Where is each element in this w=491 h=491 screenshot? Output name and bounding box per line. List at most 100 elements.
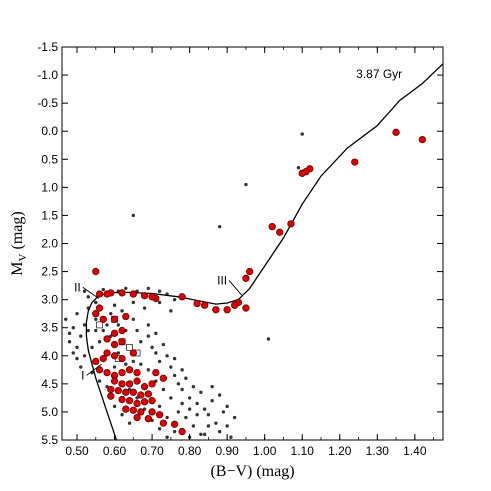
y-tick-label: 4.0 <box>41 349 58 363</box>
field-star-point <box>67 340 72 344</box>
member-star-point <box>110 352 119 360</box>
plot-frame <box>61 46 444 441</box>
member-star-point <box>118 326 126 335</box>
y-axis-ticks: -1.5 -1.0 -0.5 0.0 0.5 1.0 1.5 2.0 2.5 3.0 3.5 4.0 4… <box>37 40 443 447</box>
annotations-layer: III III <box>74 274 243 382</box>
member-stars-layer <box>92 128 427 436</box>
member-star-point <box>118 395 126 404</box>
x-tick-label: 0.70 <box>140 444 164 458</box>
member-star-point <box>242 304 250 312</box>
member-star-point <box>178 293 186 301</box>
field-star-point <box>296 166 301 170</box>
member-star-point <box>133 413 141 422</box>
y-tick-label: -1.5 <box>37 40 58 54</box>
field-star-point <box>131 359 136 364</box>
field-star-point <box>180 387 184 392</box>
field-star-point <box>199 390 203 394</box>
y-tick-label: 1.5 <box>41 208 58 222</box>
field-star-point <box>139 362 143 366</box>
member-star-point <box>103 290 111 298</box>
annotation-label: I <box>81 368 84 382</box>
field-star-point <box>169 309 173 313</box>
member-star-point <box>118 289 126 297</box>
member-star-point <box>103 368 111 377</box>
field-star-point <box>116 323 121 327</box>
y-axis-title-unit: (mag) <box>9 211 26 253</box>
member-star-point <box>140 292 149 300</box>
field-star-point <box>157 404 162 409</box>
field-star-point <box>154 331 158 336</box>
member-star-point <box>122 312 130 321</box>
annotation-label: III <box>217 274 227 288</box>
field-star-point <box>187 396 192 400</box>
member-star-point <box>114 386 122 395</box>
member-star-point <box>133 399 141 408</box>
field-star-point <box>214 421 218 425</box>
field-star-point <box>142 306 147 310</box>
field-star-point <box>176 382 181 386</box>
member-star-point <box>129 349 137 357</box>
field-star-point <box>94 328 98 333</box>
y-axis-title-sub: V <box>17 253 29 261</box>
field-star-point <box>94 300 98 305</box>
member-star-point <box>118 380 126 388</box>
field-star-point <box>165 415 169 420</box>
field-star-point <box>217 224 222 229</box>
annotation-arrow <box>228 280 243 297</box>
field-star-point <box>244 182 248 187</box>
field-star-point <box>139 340 143 344</box>
isochrone-line <box>85 63 444 441</box>
y-tick-label: 0.5 <box>41 152 58 166</box>
field-star-point <box>191 424 196 428</box>
member-star-point <box>129 290 137 298</box>
x-tick-label: 1.20 <box>328 444 352 458</box>
y-tick-label: 5.5 <box>41 433 58 447</box>
field-star-point <box>165 354 169 358</box>
field-star-point <box>146 323 151 327</box>
member-star-point <box>148 293 156 301</box>
member-star-point <box>148 408 156 416</box>
member-star-point <box>129 406 137 414</box>
field-star-point <box>82 354 87 358</box>
field-star-point <box>131 300 136 305</box>
field-star-point <box>161 387 166 392</box>
member-star-point <box>103 349 111 357</box>
field-star-point <box>131 213 136 218</box>
field-stars-layer <box>64 132 304 439</box>
member-star-point <box>223 306 231 314</box>
member-star-point <box>298 169 306 177</box>
member-star-point <box>99 354 107 363</box>
member-star-point <box>107 385 115 394</box>
field-star-point <box>71 326 75 330</box>
member-star-point <box>212 306 220 314</box>
member-star-point <box>110 329 119 337</box>
member-star-point <box>133 368 141 377</box>
member-star-point <box>159 419 167 427</box>
member-star-point <box>129 388 137 396</box>
y-tick-label: 4.5 <box>41 377 58 391</box>
field-star-point <box>154 351 158 355</box>
member-star-point <box>268 223 276 231</box>
member-star-point <box>287 220 295 228</box>
field-star-point <box>135 328 139 333</box>
annotation-arrow <box>86 363 102 376</box>
member-star-point <box>152 368 160 377</box>
y-tick-label: 2.0 <box>41 237 58 251</box>
field-star-point <box>86 295 90 299</box>
x-tick-label: 1.10 <box>291 444 315 458</box>
x-tick-label: 0.90 <box>215 444 239 458</box>
field-star-point <box>124 286 128 291</box>
field-star-point <box>90 345 94 350</box>
field-star-point <box>191 384 196 389</box>
field-star-point <box>202 432 207 437</box>
member-star-point <box>103 335 111 343</box>
x-tick-label: 0.60 <box>103 444 127 458</box>
y-tick-label: -1.0 <box>37 68 58 82</box>
field-star-point <box>229 435 233 439</box>
y-axis-title: MV (mag) <box>9 211 29 275</box>
member-star-point <box>144 415 152 423</box>
member-star-point <box>95 366 104 374</box>
member-star-point <box>110 377 119 385</box>
field-star-point <box>206 413 211 417</box>
field-star-point <box>112 303 117 307</box>
